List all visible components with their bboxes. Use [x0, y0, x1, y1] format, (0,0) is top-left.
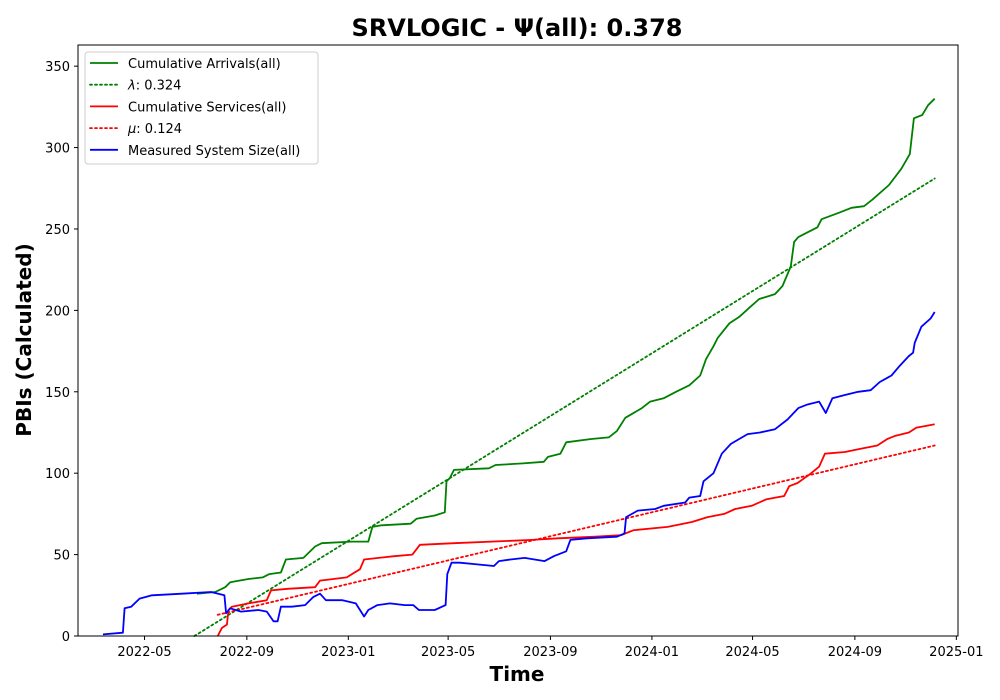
y-tick-label: 250 — [45, 223, 70, 238]
x-tick-label: 2023-09 — [523, 645, 577, 660]
plot-frame — [77, 44, 959, 637]
x-tick-label: 2022-09 — [220, 645, 274, 660]
series-line-2 — [216, 423, 935, 637]
x-tick-label: 2023-05 — [421, 645, 475, 660]
x-tick-label: 2023-01 — [321, 645, 375, 660]
x-tick-label: 2024-01 — [625, 645, 679, 660]
legend-label: Cumulative Services(all) — [128, 100, 286, 115]
y-axis: 0 50 100 150 200 250 300 350 — [45, 60, 78, 645]
x-tick-label: 2024-05 — [725, 645, 779, 660]
y-tick-label: 350 — [45, 60, 70, 75]
y-tick-label: 0 — [62, 630, 70, 645]
legend-box — [84, 51, 319, 165]
series-layer — [102, 98, 936, 637]
legend-label: λ: 0.324 — [127, 79, 181, 94]
y-tick-label: 200 — [45, 304, 70, 319]
legend-label-value: : 0.124 — [136, 122, 182, 137]
legend-label-symbol: λ — [127, 79, 136, 94]
x-tick-label: 2022-05 — [117, 645, 171, 660]
legend-label: Cumulative Arrivals(all) — [128, 57, 281, 72]
y-tick-label: 150 — [45, 386, 70, 401]
x-axis: 2022-05 2022-09 2023-01 2023-05 2023-09 2024-… — [117, 636, 984, 660]
x-tick-label: 2024-09 — [828, 645, 882, 660]
x-axis-label: Time — [490, 662, 545, 686]
series-line-4 — [102, 311, 936, 636]
series-line-1 — [193, 177, 936, 637]
series-line-3 — [216, 444, 936, 616]
chart-title: SRVLOGIC - Ψ(all): 0.378 — [352, 14, 683, 42]
x-tick-label: 2025-01 — [929, 645, 983, 660]
series-line-0 — [196, 98, 936, 595]
y-tick-label: 100 — [45, 467, 70, 482]
y-axis-label: PBIs (Calculated) — [12, 243, 36, 436]
y-tick-label: 50 — [53, 549, 70, 564]
legend-label: Measured System Size(all) — [128, 144, 300, 159]
legend-label-value: : 0.324 — [136, 79, 182, 94]
legend-label-symbol: μ — [127, 122, 136, 137]
legend-label: μ: 0.124 — [127, 122, 182, 137]
legend: Cumulative Arrivals(all) λ: 0.324 Cumulati… — [84, 51, 319, 165]
y-tick-label: 300 — [45, 142, 70, 157]
